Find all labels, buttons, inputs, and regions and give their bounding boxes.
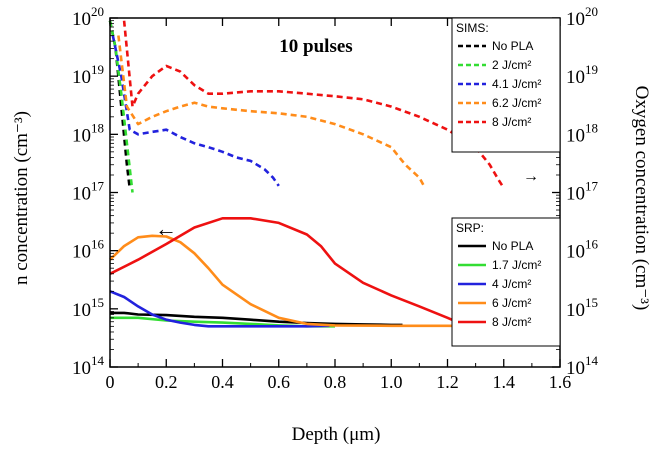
legend-label: 4.1 J/cm² (492, 77, 541, 91)
y-tick-label-left: 1020 (72, 4, 104, 30)
series-sims-0 (108, 20, 131, 189)
y-tick-label-left: 1018 (72, 120, 104, 146)
y-tick-label-right: 1016 (566, 237, 599, 263)
x-tick-label: 0.4 (211, 372, 234, 392)
left-arrow: ← (155, 216, 177, 241)
legend-title: SRP: (456, 221, 484, 235)
y-tick-label-right: 1020 (566, 4, 598, 30)
legend-label: 4 J/cm² (492, 277, 531, 291)
x-tick-label: 0 (106, 372, 115, 392)
right-arrow: → (523, 168, 539, 185)
x-tick-label: 0.8 (324, 372, 347, 392)
series-sims-4 (122, 20, 505, 189)
legend-label: No PLA (492, 39, 533, 53)
series-sims-3 (117, 35, 427, 189)
series-layer (108, 20, 560, 328)
x-tick-label: 1.0 (380, 372, 403, 392)
y-tick-label-left: 1014 (72, 353, 105, 379)
y-tick-label-left: 1016 (72, 237, 105, 263)
legend-label: 2 J/cm² (492, 58, 531, 72)
y-tick-label-right: 1014 (566, 353, 599, 379)
y-tick-label-left: 1017 (72, 179, 105, 205)
legend-srp: SRP: No PLA 1.7 J/cm² 4 J/cm² 6 J/cm² 8 J/cm² (451, 217, 561, 347)
y-tick-label-left: 1015 (72, 295, 104, 321)
y-tick-label-right: 1018 (566, 120, 598, 146)
annotation-10-pulses: 10 pulses (279, 36, 352, 57)
legend-title: SIMS: (456, 21, 489, 35)
series-srp-7 (109, 290, 330, 328)
y-tick-label-left: 1019 (72, 62, 104, 88)
x-tick-label: 0.2 (155, 372, 178, 392)
y-axis-label-right: Oxygen concentration (cm⁻³) (631, 86, 652, 311)
legend-label: 6.2 J/cm² (492, 96, 541, 110)
legend-label: 8 J/cm² (492, 315, 531, 329)
x-tick-label: 1.6 (549, 372, 572, 392)
x-tick-label: 0.6 (268, 372, 291, 392)
series-sims-1 (108, 20, 134, 193)
series-sims-2 (111, 35, 280, 187)
series-srp-8 (109, 234, 560, 328)
legend-label: 1.7 J/cm² (492, 258, 541, 272)
legend-label: 6 J/cm² (492, 296, 531, 310)
x-axis-label: Depth (μm) (292, 424, 381, 445)
legend-label: 8 J/cm² (492, 115, 531, 129)
legend-sims: SIMS:No PLA 2 J/cm² 4.1 J/cm² 6.2 J/cm² 8 J/… (451, 17, 561, 153)
x-tick-label: 1.2 (436, 372, 459, 392)
y-tick-label-right: 1019 (566, 62, 598, 88)
y-tick-label-right: 1017 (566, 179, 599, 205)
y-axis-label-left: n concentration (cm⁻³) (11, 111, 32, 285)
legend-box (451, 217, 561, 347)
legend-label: No PLA (492, 239, 533, 253)
x-tick-label: 1.4 (493, 372, 516, 392)
y-tick-label-right: 1015 (566, 295, 598, 321)
